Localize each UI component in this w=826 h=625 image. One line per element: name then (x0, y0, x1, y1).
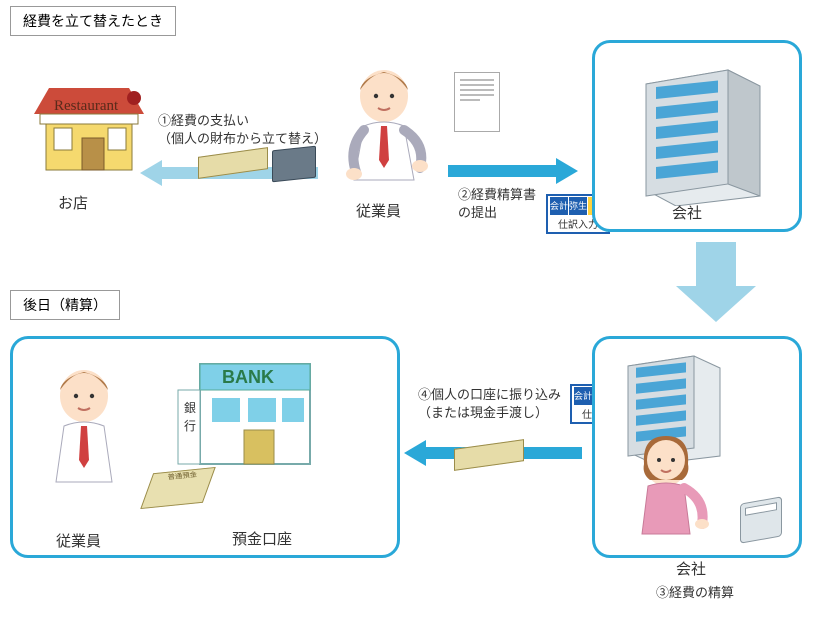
staff-icon (618, 430, 718, 540)
company-building-top (628, 56, 778, 211)
employee-bottom-label: 従業員 (56, 530, 101, 551)
company-bottom-label: 会社 (676, 558, 706, 579)
step1-line2: （個人の財布から立て替え） (158, 130, 327, 148)
shop-icon: Restaurant (24, 70, 154, 190)
employee-icon-top (334, 60, 434, 190)
step2-line2: の提出 (458, 204, 536, 222)
step4-line2: （または現金手渡し） (418, 404, 561, 422)
shop-label: お店 (58, 192, 88, 213)
section-label-top: 経費を立て替えたとき (10, 6, 176, 36)
section-label-bottom: 後日（精算） (10, 290, 120, 320)
svg-text:BANK: BANK (222, 367, 274, 387)
step1-line1: ①経費の支払い (158, 112, 327, 130)
arrow-step2 (448, 156, 578, 186)
step4-line1: ④個人の口座に振り込み (418, 386, 561, 404)
svg-text:行: 行 (184, 419, 196, 433)
step2-label: ②経費精算書 の提出 (458, 186, 536, 222)
shop-sign-text: Restaurant (54, 98, 119, 114)
step3-label: ③経費の精算 (656, 584, 734, 602)
step2-line1: ②経費精算書 (458, 186, 536, 204)
badge-blue-1: 会計 (550, 197, 568, 215)
step4-label: ④個人の口座に振り込み （または現金手渡し） (418, 386, 561, 422)
company-top-label: 会社 (672, 202, 702, 223)
bank-label: 預金口座 (232, 528, 292, 549)
badge-blue-2: 会計 (574, 387, 592, 405)
employee-top-label: 従業員 (356, 200, 401, 221)
calculator-icon (740, 496, 782, 543)
wallet-icon (272, 146, 316, 183)
arrow-down (676, 242, 756, 322)
badge-brand-1: 弥生 (569, 197, 587, 215)
employee-icon-bottom (34, 360, 134, 490)
step1-label: ①経費の支払い （個人の財布から立て替え） (158, 112, 327, 148)
document-icon (454, 72, 500, 132)
svg-text:銀: 銀 (184, 401, 196, 415)
